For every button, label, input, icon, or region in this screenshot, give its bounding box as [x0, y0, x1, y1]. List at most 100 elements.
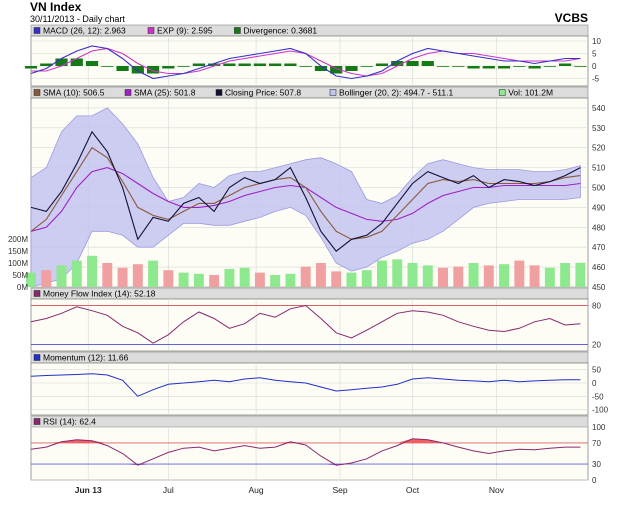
divergence-bar: [193, 64, 205, 67]
brand-label: VCBS: [555, 11, 588, 25]
divergence-bar: [239, 64, 251, 67]
plot-area: [31, 299, 588, 351]
divergence-bar: [452, 66, 464, 67]
legend-swatch: [330, 90, 336, 96]
divergence-bar: [284, 64, 296, 67]
legend-label: EXP (9): 2.595: [157, 26, 213, 36]
divergence-bar: [101, 66, 113, 67]
volume-bar: [560, 263, 570, 287]
volume-bar: [392, 259, 402, 287]
x-tick-label: Nov: [489, 485, 505, 495]
y-tick-label: 80: [592, 302, 601, 311]
chart-title: VN Index: [30, 0, 82, 14]
volume-bar: [514, 261, 524, 287]
volume-tick-label: 0M: [17, 283, 28, 292]
legend-label: Divergence: 0.3681: [243, 26, 317, 36]
y-tick-label: -5: [592, 75, 600, 84]
legend-swatch: [34, 291, 40, 297]
divergence-bar: [528, 66, 540, 69]
volume-bar: [57, 265, 67, 287]
y-tick-label: 540: [592, 104, 606, 113]
volume-bar: [118, 268, 128, 287]
volume-bar: [469, 263, 479, 287]
volume-bar: [163, 270, 173, 287]
y-tick-label: 100: [592, 423, 606, 432]
panel-momentum: Momentum (12): 11.66 50 0 -50 -100: [31, 352, 609, 415]
volume-bar: [270, 275, 280, 287]
volume-bar: [87, 256, 97, 287]
divergence-bar: [25, 66, 37, 69]
legend-swatch: [148, 28, 154, 34]
legend-label: Momentum (12): 11.66: [43, 353, 129, 363]
volume-bar: [545, 268, 555, 287]
volume-bar: [102, 263, 112, 287]
divergence-bar: [300, 66, 312, 67]
volume-bar: [72, 261, 82, 287]
legend-label: Bollinger (20, 2): 494.7 - 511.1: [339, 88, 453, 98]
volume-bar: [499, 264, 509, 287]
volume-bar: [148, 261, 158, 287]
divergence-bar: [223, 64, 235, 67]
volume-bar: [408, 263, 418, 287]
volume-bar: [240, 268, 250, 287]
divergence-bar: [71, 59, 83, 67]
y-tick-label: 530: [592, 124, 606, 133]
y-tick-label: 70: [592, 439, 601, 448]
x-axis: Jun 13 Jul Aug Sep Oct Nov: [75, 485, 505, 495]
x-tick-label: Oct: [406, 485, 420, 495]
x-tick-label: Sep: [332, 485, 347, 495]
panel-macd: MACD (26, 12): 2.963 EXP (9): 2.595 Diverg…: [25, 25, 602, 86]
volume-bar: [438, 268, 448, 287]
volume-bar: [133, 264, 143, 287]
divergence-bar: [254, 64, 266, 67]
y-tick-label: 500: [592, 184, 606, 193]
divergence-bar: [422, 61, 434, 66]
volume-tick-label: 50M: [12, 271, 28, 280]
divergence-bar: [345, 66, 357, 71]
volume-bar: [484, 265, 494, 287]
volume-bar: [347, 273, 357, 287]
divergence-bar: [574, 66, 586, 67]
volume-bar: [285, 274, 295, 287]
volume-bar: [41, 270, 51, 287]
y-tick-label: 0: [592, 62, 597, 71]
legend-label: Vol: 101.2M: [508, 88, 553, 98]
y-tick-label: 510: [592, 164, 606, 173]
y-tick-label: -50: [592, 392, 604, 401]
divergence-bar: [406, 61, 418, 66]
x-tick-label: Aug: [249, 485, 264, 495]
panel-price: SMA (10): 506.5 SMA (25): 501.8 Closing Pr…: [8, 87, 606, 292]
legend-label: RSI (14): 62.4: [43, 417, 96, 427]
divergence-bar: [544, 66, 556, 67]
divergence-bar: [361, 66, 373, 67]
volume-bar: [255, 273, 265, 287]
divergence-bar: [498, 66, 510, 69]
legend-swatch: [34, 419, 40, 425]
volume-bar: [362, 270, 372, 287]
volume-tick-label: 150M: [8, 247, 28, 256]
divergence-bar: [559, 64, 571, 67]
y-tick-label: 520: [592, 144, 606, 153]
y-tick-label: 470: [592, 243, 606, 252]
volume-bar: [316, 263, 326, 287]
volume-bar: [423, 265, 433, 287]
legend-swatch: [216, 90, 222, 96]
divergence-bar: [147, 66, 159, 74]
y-tick-label: 10: [592, 37, 601, 46]
legend-label: Closing Price: 507.8: [225, 88, 301, 98]
y-tick-label: 0: [592, 379, 597, 388]
x-tick-label: Jul: [163, 485, 174, 495]
legend-label: Money Flow Index (14): 52.18: [43, 289, 156, 299]
legend-bar: [31, 416, 588, 427]
legend-label: SMA (10): 506.5: [43, 88, 105, 98]
divergence-bar: [376, 64, 388, 67]
volume-bar: [530, 265, 540, 287]
volume-bar: [194, 274, 204, 287]
volume-bar: [301, 267, 311, 287]
divergence-bar: [437, 66, 449, 67]
legend-swatch: [125, 90, 131, 96]
legend-swatch: [34, 90, 40, 96]
y-tick-label: 5: [592, 50, 597, 59]
legend-label: MACD (26, 12): 2.963: [43, 26, 126, 36]
